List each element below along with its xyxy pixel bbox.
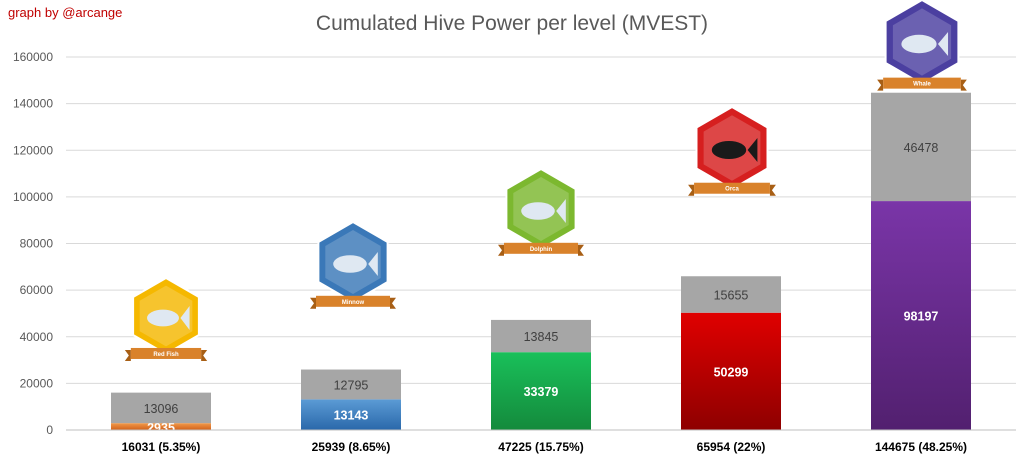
y-tick-label: 80000: [20, 237, 54, 251]
data-label: 12795: [334, 378, 369, 392]
y-tick-label: 120000: [13, 143, 53, 157]
data-label: 13143: [334, 409, 369, 423]
badge-label: Red Fish: [153, 352, 179, 358]
badge-ribbon-end: [390, 297, 396, 309]
x-tick-label: 25939 (8.65%): [312, 440, 391, 454]
orca-icon: Orca: [688, 105, 776, 196]
data-label: 13845: [524, 330, 559, 344]
badge-ribbon: [694, 182, 770, 194]
bar-segment-secondary: [491, 319, 591, 353]
y-tick-label: 20000: [20, 376, 54, 390]
chart-title: Cumulated Hive Power per level (MVEST): [315, 12, 709, 35]
badge-label: Dolphin: [530, 247, 553, 253]
y-tick-label: 60000: [20, 283, 54, 297]
data-label: 98197: [904, 310, 939, 324]
badge-ribbon-end: [498, 244, 504, 256]
badge-ribbon-end: [769, 184, 776, 196]
data-label: 15655: [714, 288, 749, 302]
bar-segment-primary: [681, 312, 781, 430]
badge-label: Orca: [725, 187, 739, 193]
badge-ribbon: [130, 347, 202, 359]
badge-ribbon-end: [688, 184, 695, 196]
badge-animal-tail: [368, 252, 378, 276]
badge-ribbon-end: [124, 349, 131, 361]
badge-animal-tail: [180, 306, 190, 330]
x-tick-label: 65954 (22%): [697, 440, 766, 454]
badge-animal-body: [147, 309, 179, 327]
bar-segment-primary: [491, 352, 591, 430]
data-label: 33379: [524, 385, 559, 399]
badge-label: Whale: [913, 82, 931, 88]
minnow-icon: Minnow: [310, 220, 396, 309]
x-tick-label: 144675 (48.25%): [875, 440, 967, 454]
bar-segment-primary: [111, 423, 211, 430]
y-tick-label: 140000: [13, 97, 53, 111]
x-tick-label: 16031 (5.35%): [122, 440, 201, 454]
bar-segment-secondary: [681, 276, 781, 313]
bar-segment-primary: [871, 201, 971, 430]
bar-segment-secondary: [301, 369, 401, 400]
badge-ribbon-end: [960, 79, 967, 91]
badge-animal-body: [333, 255, 367, 273]
badge-animal-tail: [556, 199, 566, 223]
chart-credit: graph by @arcange: [8, 5, 123, 20]
axis-mask: [66, 431, 1016, 439]
bar-segment-primary: [301, 399, 401, 430]
dolphin-icon: Dolphin: [498, 167, 584, 256]
y-tick-label: 160000: [13, 50, 53, 64]
badge-ribbon-end: [201, 349, 208, 361]
whale-icon: Whale: [877, 0, 967, 91]
data-label: 46478: [904, 141, 939, 155]
badge-ribbon: [883, 77, 961, 89]
badge-animal-body: [711, 140, 747, 160]
badge-animal-body: [901, 34, 937, 54]
badge-ribbon-end: [877, 79, 884, 91]
x-tick-label: 47225 (15.75%): [498, 440, 583, 454]
y-tick-label: 0: [46, 423, 53, 437]
badge-ribbon-end: [578, 244, 584, 256]
red-fish-icon: Red Fish: [124, 276, 208, 361]
badge-ribbon: [316, 295, 390, 307]
data-label: 50299: [714, 365, 749, 379]
badge-animal-tail: [937, 32, 949, 56]
badge-label: Minnow: [342, 300, 365, 306]
badge-animal-body: [521, 202, 555, 220]
data-label: 13096: [144, 402, 179, 416]
bar-segment-secondary: [111, 392, 211, 424]
y-tick-label: 100000: [13, 190, 53, 204]
badge-ribbon-end: [310, 297, 316, 309]
bar-segment-secondary: [871, 92, 971, 202]
badge-animal-tail: [747, 138, 758, 162]
y-tick-label: 40000: [20, 330, 54, 344]
badge-ribbon: [504, 242, 578, 254]
